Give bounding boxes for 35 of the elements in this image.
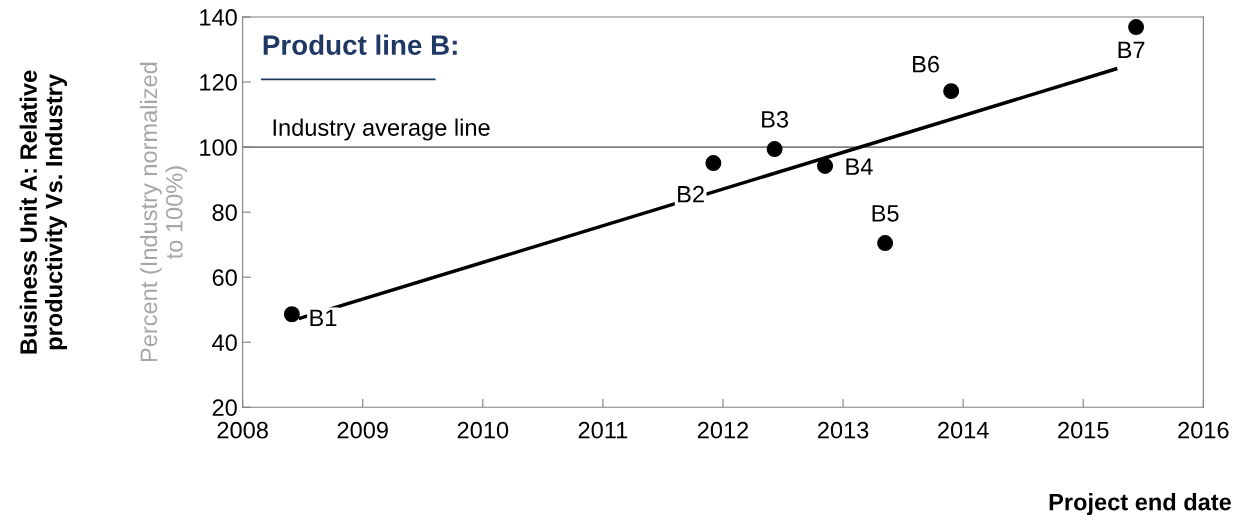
y-tick-label: 140 [200, 9, 237, 26]
point [283, 306, 300, 323]
x-tick-label: 2013 [818, 421, 869, 439]
annotation: B5 [872, 205, 899, 222]
x-tick-label: 2011 [578, 421, 628, 439]
y-tick-label: 80 [212, 204, 237, 221]
x-tick-label: 2012 [697, 421, 749, 439]
annotation: B3 [762, 110, 789, 128]
point [877, 235, 894, 252]
x-tick-label: 2008 [217, 421, 268, 439]
point [705, 155, 722, 172]
annotation: B7 [1118, 41, 1145, 59]
x-tick-label: 2009 [337, 421, 388, 439]
x-tick-label: 2016 [1178, 421, 1229, 439]
point [817, 157, 834, 174]
annotation: B4 [846, 158, 873, 175]
x-tick-label: 2015 [1058, 421, 1109, 439]
x-tick-label: 2010 [457, 421, 509, 439]
point [766, 141, 783, 158]
annotation: B6 [913, 55, 940, 73]
annotation: B2 [678, 185, 704, 203]
x-axis-title: Project end date [1049, 493, 1232, 516]
y-tick-label: 60 [212, 269, 237, 286]
y-tick-label: 100 [200, 139, 237, 156]
chart-title: Product line B: [263, 34, 457, 55]
y-tick-label: 120 [200, 74, 237, 91]
annotation: B1 [310, 309, 337, 326]
ref-line-label: Industry average line [273, 118, 490, 141]
y-tick-label: 20 [212, 399, 237, 417]
y-axis-title: Percent (Industry normalized to 100%) [139, 62, 188, 362]
point [943, 83, 960, 100]
text: Business Unit A: Relative productivity Vs. Industry [19, 70, 68, 354]
point [1128, 19, 1145, 36]
y-tick-label: 40 [212, 334, 237, 352]
x-tick-label: 2014 [938, 421, 989, 439]
